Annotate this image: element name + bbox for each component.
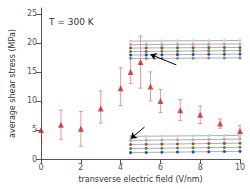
svg-text:5: 5: [32, 125, 37, 134]
svg-text:4: 4: [118, 163, 123, 172]
svg-text:10: 10: [27, 96, 37, 105]
svg-text:2: 2: [78, 163, 83, 172]
svg-text:20: 20: [27, 38, 37, 47]
svg-text:0: 0: [32, 155, 37, 164]
svg-text:15: 15: [27, 67, 37, 76]
svg-text:0: 0: [39, 163, 44, 172]
svg-text:25: 25: [27, 9, 37, 18]
svg-text:average shear stress (MPa): average shear stress (MPa): [8, 29, 17, 138]
svg-text:6: 6: [158, 163, 163, 172]
svg-text:8: 8: [198, 163, 203, 172]
svg-text:T = 300 K: T = 300 K: [48, 17, 95, 27]
svg-text:transverse electric field (V/n: transverse electric field (V/nm): [78, 175, 202, 184]
svg-text:10: 10: [235, 163, 245, 172]
